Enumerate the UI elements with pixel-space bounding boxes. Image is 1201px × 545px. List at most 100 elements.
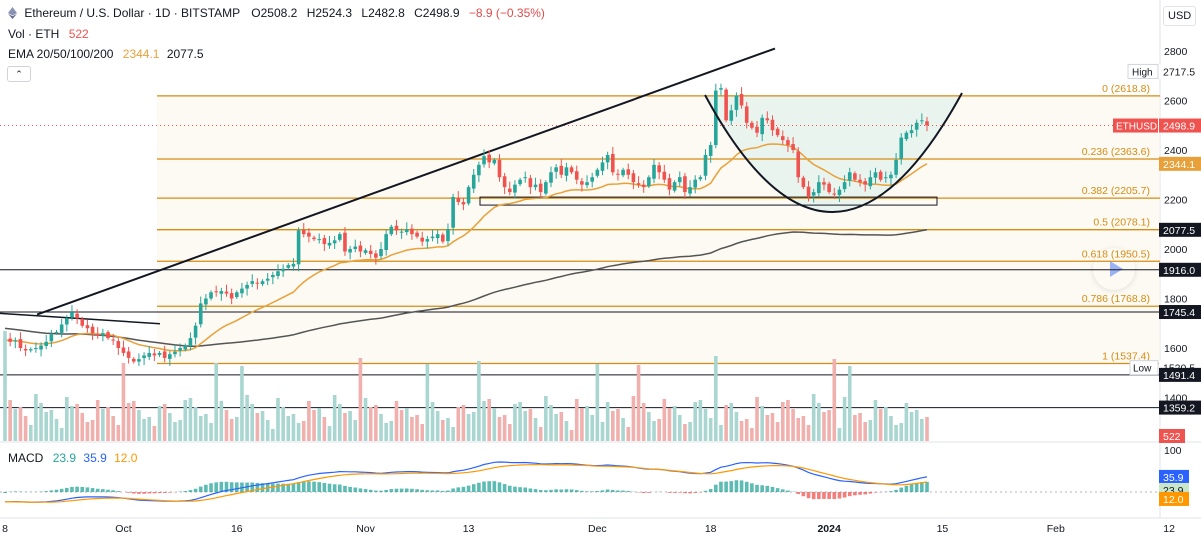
candle-body xyxy=(538,183,543,193)
candle-body xyxy=(744,106,749,123)
candle-body xyxy=(317,239,322,241)
candle-body xyxy=(157,352,162,355)
macd-histogram-bar xyxy=(626,491,631,492)
macd-histogram-bar xyxy=(858,492,862,495)
volume-bar xyxy=(28,425,33,441)
consolidation-rect xyxy=(479,196,938,206)
candle-body xyxy=(569,167,574,173)
volume-bar xyxy=(868,420,873,441)
volume-bar xyxy=(878,409,883,441)
candle-body xyxy=(209,292,213,299)
fib-label-0: 0 (2618.8) xyxy=(1102,83,1150,95)
hist-pill: 12.0 xyxy=(1163,494,1184,506)
volume-bar xyxy=(430,402,435,441)
volume-pill-bg xyxy=(1159,429,1185,443)
volume-bar xyxy=(338,404,342,441)
collapse-legend-button[interactable]: ⌃ xyxy=(7,66,31,82)
ema-slow-line xyxy=(4,229,928,348)
macd-histogram-bar xyxy=(585,491,589,492)
macd-histogram-bar xyxy=(410,488,414,492)
ema-legend[interactable]: EMA 20/50/100/200 2344.1 2077.5 xyxy=(8,47,204,61)
time-tick-label: Dec xyxy=(588,523,607,535)
volume-bar xyxy=(817,403,821,441)
macd-histogram-bar xyxy=(101,489,105,492)
volume-bar xyxy=(80,413,85,441)
candle-body xyxy=(90,326,95,334)
macd-histogram-bar xyxy=(538,490,543,492)
macd-histogram-bar xyxy=(544,490,548,492)
candle-body xyxy=(822,182,826,185)
macd-histogram-bar xyxy=(564,489,569,492)
symbol-title[interactable]: Ethereum / U.S. Dollar · 1D · BITSTAMP xyxy=(24,6,240,20)
candle-body xyxy=(595,169,600,176)
candle-body xyxy=(652,164,656,179)
candle-body xyxy=(786,140,790,146)
volume-bar xyxy=(121,363,126,441)
candle-body xyxy=(724,89,728,121)
ohlc-high: H2524.3 xyxy=(306,6,353,20)
candle-body xyxy=(65,318,69,325)
volume-bar xyxy=(492,408,497,441)
candle-body xyxy=(894,159,898,175)
macd-hist-value: 23.9 xyxy=(52,451,77,465)
macd-histogram-bar xyxy=(502,484,507,492)
volume-bar xyxy=(348,411,352,441)
volume-bar xyxy=(523,411,528,441)
candle-body xyxy=(54,331,59,333)
volume-bar xyxy=(791,409,795,441)
volume-bar xyxy=(188,398,193,441)
volume-bar xyxy=(415,415,419,441)
volume-bar xyxy=(729,403,734,441)
volume-bar xyxy=(260,411,265,441)
candle-body xyxy=(34,348,38,349)
macd-legend[interactable]: MACD 23.9 35.9 12.0 xyxy=(8,451,137,465)
candle-body xyxy=(75,313,79,319)
candle-body xyxy=(430,236,435,239)
last-tag: ETHUSD xyxy=(1116,122,1157,133)
volume-bar xyxy=(44,412,49,441)
volume-bar xyxy=(142,419,146,441)
candle-body xyxy=(13,340,18,342)
macd-histogram-bar xyxy=(621,490,625,492)
volume-bar xyxy=(131,401,136,441)
volume-bar xyxy=(590,415,594,441)
ohlc-close: C2498.9 xyxy=(414,6,460,20)
candle-body xyxy=(441,234,445,242)
candle-body xyxy=(683,176,687,193)
macd-histogram-bar xyxy=(441,490,445,492)
volume-legend[interactable]: Vol · ETH 522 xyxy=(8,27,89,41)
macd-histogram-bar xyxy=(533,489,538,492)
macd-histogram-bar xyxy=(492,481,497,492)
time-tick-label: 18 xyxy=(705,523,717,535)
volume-bar xyxy=(18,407,23,441)
candle-body xyxy=(353,246,358,249)
volume-bar xyxy=(137,410,141,441)
volume-bar xyxy=(152,426,157,441)
low-tag: Low xyxy=(1133,364,1152,375)
ema-slow-pill: 2077.5 xyxy=(1163,225,1195,237)
candle-body xyxy=(111,339,115,341)
high-pill: 2717.5 xyxy=(1163,66,1195,78)
candle-body xyxy=(415,232,419,237)
volume-bar xyxy=(631,396,636,441)
macd-histogram-bar xyxy=(595,491,600,492)
candle-body xyxy=(240,288,244,294)
candle-body xyxy=(760,117,764,135)
ohlc-change: −8.9 (−0.35%) xyxy=(468,6,545,20)
volume-bar xyxy=(899,423,904,441)
price-tick-label: 1600 xyxy=(1164,343,1188,355)
macd-histogram-bar xyxy=(451,488,455,492)
support-pill-bg xyxy=(1159,367,1201,382)
macd-histogram-bar xyxy=(600,490,605,492)
candle-body xyxy=(451,197,455,228)
volume-bar xyxy=(322,417,327,441)
time-tick-label: 16 xyxy=(231,523,243,535)
price-tick-label: 2800 xyxy=(1164,46,1188,58)
time-tick-label: 2024 xyxy=(817,523,841,535)
ema-label: EMA 20/50/100/200 xyxy=(8,47,114,61)
symbol-row: Ethereum / U.S. Dollar · 1D · BITSTAMP O… xyxy=(8,6,545,20)
currency-label[interactable]: USD xyxy=(1163,6,1197,26)
macd-histogram-bar xyxy=(590,491,594,492)
candle-body xyxy=(137,359,141,362)
